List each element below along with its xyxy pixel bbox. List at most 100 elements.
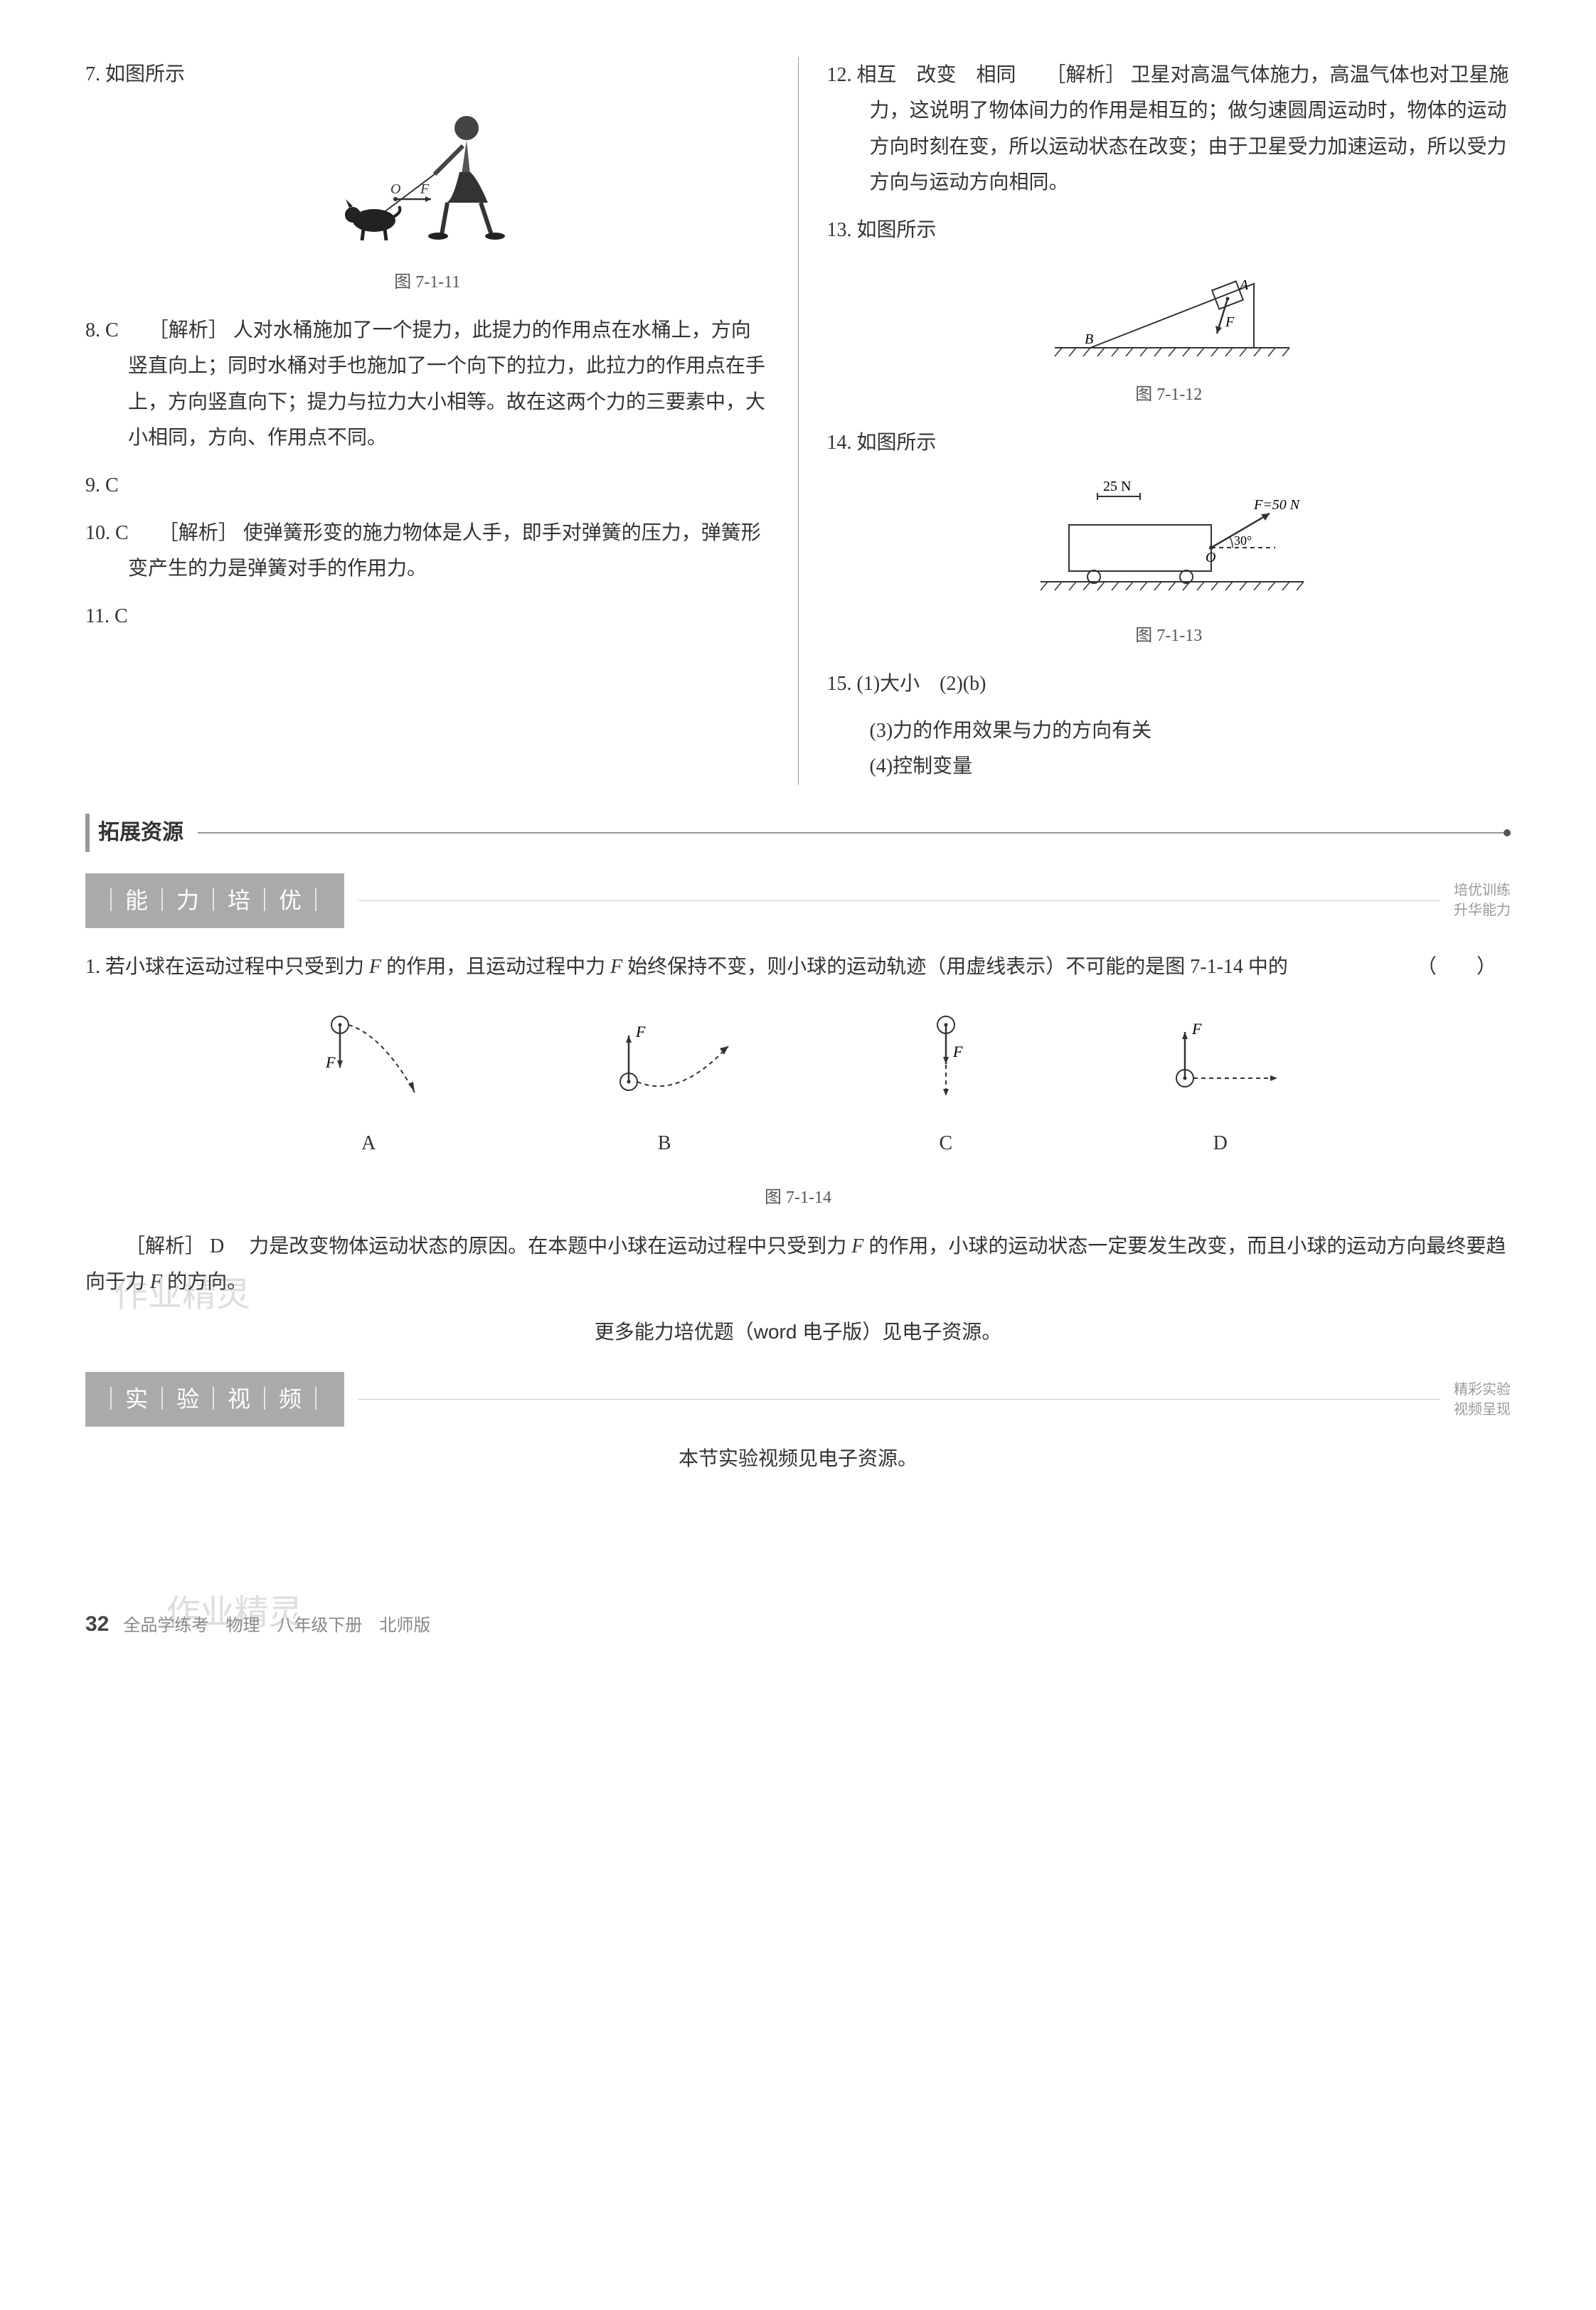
footer-text: 全品学练考 物理 八年级下册 北师版 [123, 1617, 430, 1635]
question-7: 7. 如图所示 [85, 57, 770, 92]
section-expand-bar: 拓展资源 [85, 814, 1511, 852]
fig11-caption: 图 7-1-11 [85, 267, 770, 298]
video-note: 精彩实验 视频呈现 [1454, 1380, 1511, 1420]
q13-number: 13. [827, 219, 852, 241]
more-questions-text: 更多能力培优题（word 电子版）见电子资源。 [85, 1314, 1511, 1350]
fig14-caption: 图 7-1-14 [85, 1183, 1511, 1213]
question-9: 9. C [85, 468, 770, 504]
video-note-line2: 视频呈现 [1454, 1400, 1511, 1420]
q13-text: 如图所示 [857, 219, 937, 241]
ability-note-line1: 培优训练 [1454, 880, 1511, 900]
q1-analysis-text3: 的方向。 [162, 1271, 247, 1293]
opt-D-label: D [1149, 1126, 1292, 1161]
q1-number: 1. [85, 956, 100, 978]
q7-text: 如图所示 [105, 63, 185, 85]
q10-number: 10. [85, 522, 110, 544]
fig12-caption: 图 7-1-12 [827, 380, 1511, 410]
opt-D-F: F [1191, 1020, 1202, 1038]
q1-text-mid2: 始终保持不变，则小球的运动轨迹（用虚线表示）不可能的是图 7-1-14 中的 [622, 956, 1288, 978]
label-F: F [420, 181, 430, 197]
q15-part4: (4)控制变量 [827, 749, 1511, 784]
q11-number: 11. [85, 605, 110, 627]
two-column-layout: 7. 如图所示 [85, 57, 1511, 785]
q1-paren: （ ） [1445, 949, 1496, 985]
person-dog-icon: O F [328, 107, 527, 249]
opt-C-F: F [952, 1043, 963, 1060]
right-column: 12. 相互 改变 相同 ［解析］ 卫星对高温气体施力，高温气体也对卫星施力，这… [827, 57, 1511, 785]
footer: 32 作业精灵 全品学练考 物理 八年级下册 北师版 [85, 1605, 1511, 1644]
q12-analysis-label: ［解析］ [1046, 63, 1126, 85]
q8-analysis-label: ［解析］ [149, 319, 228, 341]
option-A-diagram-icon: F [304, 1007, 432, 1107]
cart-force-diagram-icon: 25 N F=50 N 30° O [1019, 475, 1318, 603]
figure-7-1-11: O F 图 7-1-11 [85, 107, 770, 298]
label-O: O [1206, 550, 1215, 565]
q12-answers: 相互 改变 相同 [857, 64, 1016, 86]
q1-options: F A F B F C [228, 1007, 1368, 1162]
label-angle: 30° [1234, 533, 1252, 548]
video-title-bar: ｜实｜验｜视｜频｜ 精彩实验 视频呈现 [85, 1372, 1511, 1427]
q11-answer: C [115, 605, 128, 627]
question-12: 12. 相互 改变 相同 ［解析］ 卫星对高温气体施力，高温气体也对卫星施力，这… [827, 57, 1511, 201]
ability-line [358, 900, 1440, 901]
q9-answer: C [105, 474, 119, 496]
question-11: 11. C [85, 599, 770, 634]
video-title: ｜实｜验｜视｜频｜ [85, 1372, 344, 1427]
label-O: O [390, 181, 400, 197]
question-8: 8. C ［解析］ 人对水桶施加了一个提力，此提力的作用点在水桶上，方向竖直向上… [85, 312, 770, 457]
option-D: F D [1149, 1007, 1292, 1162]
video-text: 本节实验视频见电子资源。 [85, 1441, 1511, 1476]
q14-number: 14. [827, 432, 852, 454]
label-F: F [1225, 314, 1235, 330]
opt-A-label: A [304, 1126, 432, 1161]
option-C-diagram-icon: F [896, 1007, 996, 1107]
opt-B-label: B [586, 1126, 743, 1161]
question-14: 14. 如图所示 [827, 425, 1511, 461]
q1-analysis-text1: 力是改变物体运动状态的原因。在本题中小球在运动过程中只受到力 [229, 1235, 851, 1257]
section-title-line [198, 832, 1511, 834]
figure-7-1-13: 25 N F=50 N 30° O 图 7-1-13 [827, 475, 1511, 652]
question-15: 15. (1)大小 (2)(b) [827, 666, 1511, 702]
incline-diagram-icon: A B F [1033, 262, 1304, 362]
q15-part1: (1)大小 (2)(b) [857, 673, 986, 695]
q1-F1: F [369, 956, 381, 978]
ability-q1: 1. 若小球在运动过程中只受到力 F 的作用，且运动过程中力 F 始终保持不变，… [85, 949, 1511, 985]
q1-analysis-F2: F [150, 1271, 162, 1293]
video-line [358, 1399, 1440, 1400]
label-B: B [1085, 331, 1093, 347]
q1-analysis-F1: F [851, 1235, 863, 1257]
opt-C-label: C [896, 1126, 996, 1161]
question-10: 10. C ［解析］ 使弹簧形变的施力物体是人手，即手对弹簧的压力，弹簧形变产生… [85, 515, 770, 587]
q8-number: 8. [85, 319, 100, 341]
ability-title-bar: ｜能｜力｜培｜优｜ 培优训练 升华能力 [85, 873, 1511, 929]
opt-B-F: F [635, 1023, 646, 1040]
opt-A-F: F [325, 1053, 336, 1071]
q8-answer: C [105, 319, 119, 341]
option-B-diagram-icon: F [586, 1007, 743, 1107]
q10-analysis-label: ［解析］ [159, 521, 238, 543]
q7-number: 7. [85, 63, 100, 85]
q9-number: 9. [85, 474, 100, 496]
label-F50: F=50 N [1253, 497, 1301, 513]
option-A: F A [304, 1007, 432, 1162]
q1-text-mid1: 的作用，且运动过程中力 [381, 956, 610, 978]
question-13: 13. 如图所示 [827, 213, 1511, 248]
q10-answer: C [115, 522, 129, 544]
ability-title: ｜能｜力｜培｜优｜ [85, 873, 344, 929]
ability-note-line2: 升华能力 [1454, 900, 1511, 920]
label-25N: 25 N [1103, 479, 1131, 494]
option-B: F B [586, 1007, 743, 1162]
q12-number: 12. [827, 64, 852, 86]
q15-part3: (3)力的作用效果与力的方向有关 [827, 713, 1511, 749]
q1-F2: F [610, 956, 622, 978]
ability-note: 培优训练 升华能力 [1454, 880, 1511, 920]
video-note-line1: 精彩实验 [1454, 1380, 1511, 1400]
option-C: F C [896, 1007, 996, 1162]
q1-analysis-answer: D [210, 1235, 224, 1257]
left-column: 7. 如图所示 [85, 57, 770, 785]
option-D-diagram-icon: F [1149, 1007, 1292, 1107]
column-divider [798, 57, 799, 785]
page-number: 32 [85, 1605, 109, 1644]
q1-analysis-label: ［解析］ [125, 1235, 205, 1257]
q1-analysis: ［解析］ D 力是改变物体运动状态的原因。在本题中小球在运动过程中只受到力 F … [85, 1228, 1511, 1301]
